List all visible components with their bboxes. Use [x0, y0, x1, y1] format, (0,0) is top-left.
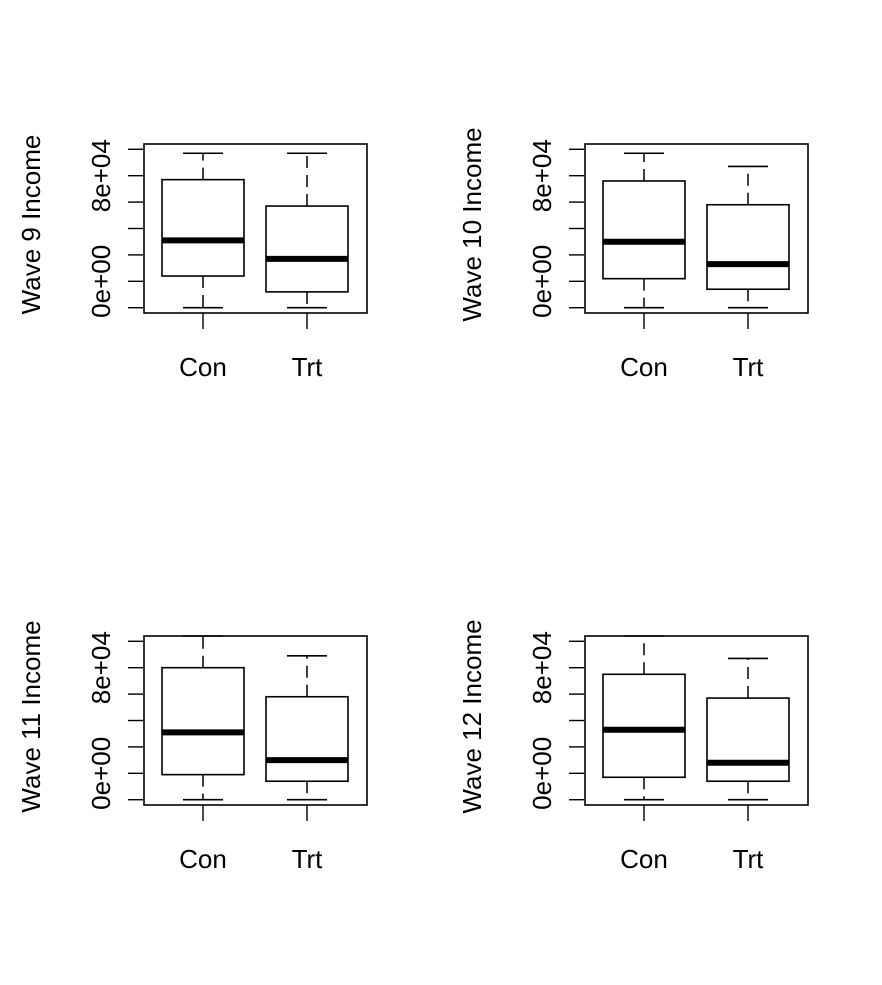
- box-con: [161, 635, 245, 801]
- iqr-box: [265, 695, 349, 783]
- box-trt: [265, 655, 349, 801]
- box-trt: [265, 152, 349, 309]
- x-tick-label-trt: Trt: [292, 352, 324, 382]
- x-tick-label-trt: Trt: [733, 352, 765, 382]
- box-con: [602, 635, 686, 801]
- x-tick-label-trt: Trt: [733, 844, 765, 874]
- y-tick-label-2: 8e+04: [86, 631, 116, 704]
- y-tick-label-1: 0e+00: [527, 245, 557, 318]
- y-tick-label-2: 8e+04: [527, 631, 557, 704]
- plot-frame: [584, 143, 809, 314]
- iqr-box: [265, 205, 349, 293]
- y-axis-label: Wave 10 Income: [457, 127, 487, 321]
- chart-panel-3: 0e+00 8e+04 Wave 11 Income Con Trt: [16, 620, 368, 874]
- box-trt: [706, 657, 790, 801]
- y-axis-label: Wave 9 Income: [16, 135, 46, 315]
- y-tick-label-1: 0e+00: [86, 245, 116, 318]
- box-con: [161, 152, 245, 309]
- plot-frame: [584, 635, 809, 806]
- x-tick-label-con: Con: [620, 844, 668, 874]
- iqr-box: [602, 673, 686, 779]
- y-axis-label: Wave 12 Income: [457, 619, 487, 813]
- y-tick-label-1: 0e+00: [527, 737, 557, 810]
- iqr-box: [602, 180, 686, 280]
- y-tick-label-2: 8e+04: [86, 139, 116, 212]
- iqr-box: [161, 178, 245, 277]
- x-tick-label-trt: Trt: [292, 844, 324, 874]
- plot-frame: [143, 635, 368, 806]
- box-con: [602, 152, 686, 309]
- x-tick-label-con: Con: [179, 352, 227, 382]
- y-axis-label: Wave 11 Income: [16, 620, 46, 812]
- chart-panel-1: 0e+00 8e+04 Wave 9 Income Con Trt: [16, 135, 368, 382]
- chart-panel-2: 0e+00 8e+04 Wave 10 Income Con Trt: [457, 127, 809, 382]
- x-tick-label-con: Con: [179, 844, 227, 874]
- iqr-box: [706, 697, 790, 783]
- y-tick-label-1: 0e+00: [86, 737, 116, 810]
- plot-frame: [143, 143, 368, 314]
- iqr-box: [706, 203, 790, 291]
- box-trt: [706, 165, 790, 309]
- chart-panel-4: 0e+00 8e+04 Wave 12 Income Con Trt: [457, 619, 809, 874]
- x-tick-label-con: Con: [620, 352, 668, 382]
- y-tick-label-2: 8e+04: [527, 139, 557, 212]
- iqr-box: [161, 666, 245, 776]
